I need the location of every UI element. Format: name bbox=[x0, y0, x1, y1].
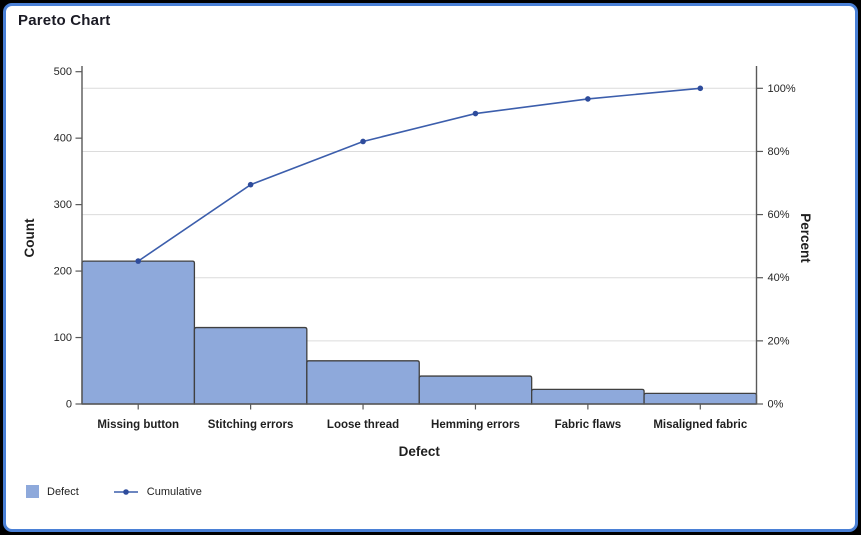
percent-tick-label: 100% bbox=[768, 83, 796, 95]
bar-fabric-flaws bbox=[531, 388, 645, 405]
cumulative-point-1 bbox=[135, 258, 142, 264]
count-tick-label: 100 bbox=[54, 332, 72, 344]
cumulative-line bbox=[137, 87, 701, 262]
percent-tick-label: 80% bbox=[768, 146, 790, 158]
legend-label-cumulative: Cumulative bbox=[146, 485, 202, 498]
category-label-hemming-errors: Hemming errors bbox=[431, 419, 520, 431]
x-axis-title: Defect bbox=[399, 444, 441, 459]
percent-tick-label: 20% bbox=[768, 335, 790, 347]
bar-loose-thread bbox=[306, 360, 420, 405]
cumulative-point-5 bbox=[585, 96, 591, 102]
cumulative-point-3 bbox=[360, 138, 366, 145]
bar-misaligned-fabric bbox=[643, 392, 758, 405]
category-label-stitching-errors: Stitching errors bbox=[208, 419, 294, 431]
y-axis-title-left: Count bbox=[22, 218, 37, 257]
cumulative-point-6 bbox=[697, 85, 704, 92]
y-axis-title-right: Percent bbox=[798, 213, 813, 263]
percent-tick-label: 0% bbox=[768, 399, 784, 411]
count-tick-label: 400 bbox=[54, 133, 72, 145]
defect-bar-swatch-icon bbox=[26, 485, 39, 498]
bar-stitching-errors bbox=[193, 326, 308, 405]
category-label-missing-button: Missing button bbox=[97, 419, 179, 431]
cumulative-line-marker-icon bbox=[113, 488, 138, 495]
percent-tick-label: 40% bbox=[768, 272, 790, 284]
chart-legend: Defect Cumulative bbox=[26, 485, 202, 498]
count-tick-label: 300 bbox=[54, 199, 72, 211]
legend-label-defect: Defect bbox=[47, 485, 79, 498]
cumulative-point-2 bbox=[247, 181, 254, 188]
bar-hemming-errors bbox=[418, 375, 533, 405]
page-title: Pareto Chart bbox=[18, 12, 111, 29]
percent-tick-label: 60% bbox=[768, 209, 790, 221]
legend-item-cumulative: Cumulative bbox=[113, 486, 202, 498]
bar-missing-button bbox=[81, 260, 196, 405]
count-tick-label: 500 bbox=[54, 66, 72, 78]
legend-item-defect: Defect bbox=[26, 485, 79, 498]
category-label-fabric-flaws: Fabric flaws bbox=[555, 419, 621, 431]
count-tick-label: 200 bbox=[54, 266, 72, 278]
category-label-misaligned-fabric: Misaligned fabric bbox=[653, 419, 748, 431]
cumulative-point-4 bbox=[472, 110, 479, 117]
count-tick-label: 0 bbox=[66, 399, 72, 411]
category-label-loose-thread: Loose thread bbox=[327, 419, 399, 431]
